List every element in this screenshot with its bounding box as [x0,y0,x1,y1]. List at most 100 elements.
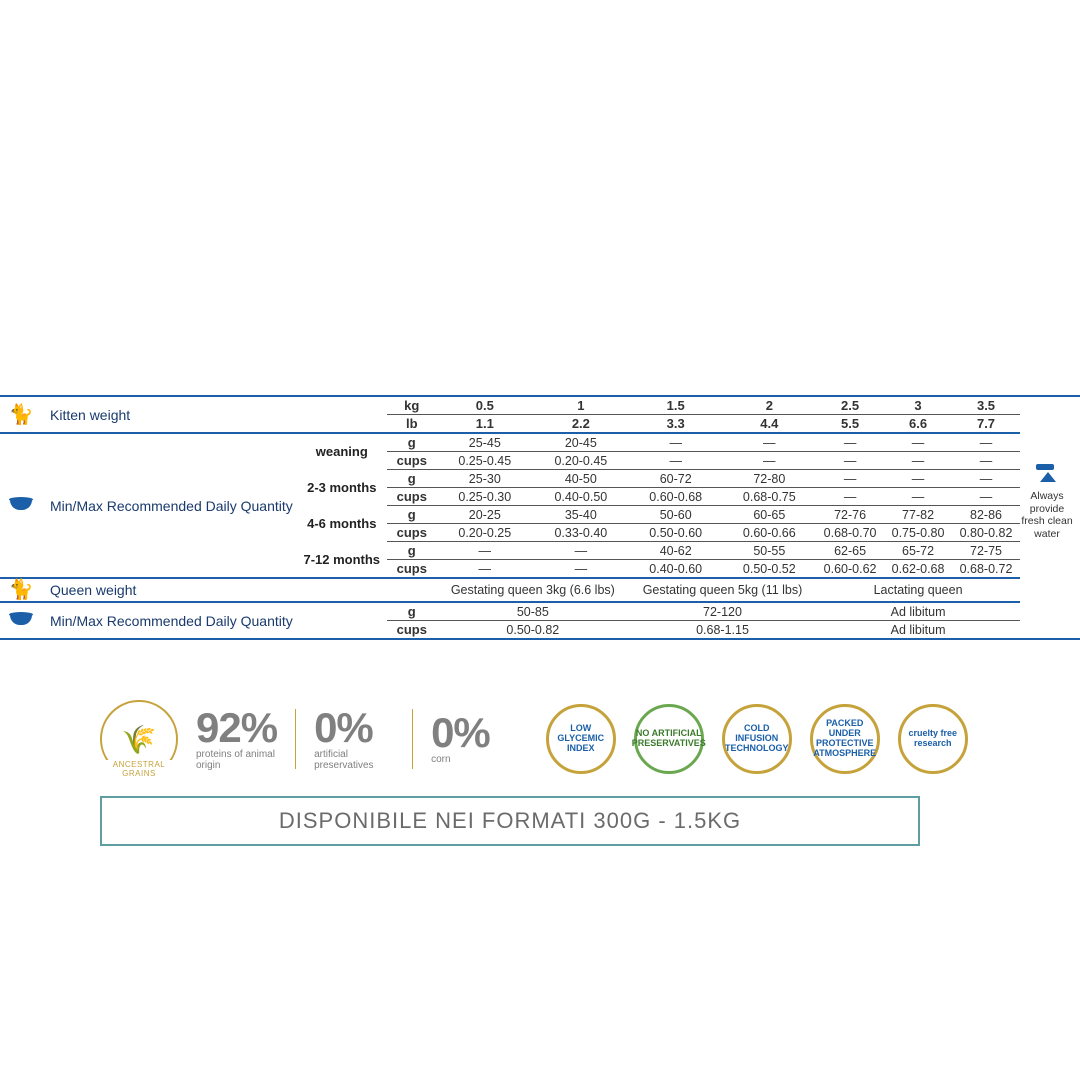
pct-sub: proteins of animal origin [196,749,276,772]
cell: 72-120 [629,602,816,621]
cell: 40-50 [533,470,629,488]
u-g: g [387,433,437,452]
unit-lb: lb [387,415,437,434]
kg-3: 2 [723,396,817,415]
lb-1: 2.2 [533,415,629,434]
cell: 0.33-0.40 [533,524,629,542]
badge-text: COLD INFUSION TECHNOLOGY [721,720,793,758]
ancestral-grains-badge: 🌾 ANCESTRAL GRAINS [100,700,178,778]
kg-1: 1 [533,396,629,415]
badge-text: NO ARTIFICIAL PRESERVATIVES [628,725,710,753]
queen-col2: Gestating queen 5kg (11 lbs) [629,578,816,602]
badge-text: PACKED UNDER PROTECTIVE ATMOSPHERE [809,715,880,763]
queen-qty-label: Min/Max Recommended Daily Quantity [42,602,297,639]
kg-2: 1.5 [629,396,723,415]
badge-cold-infusion: COLD INFUSION TECHNOLOGY [722,704,792,774]
cell: 0.62-0.68 [884,560,952,579]
cell: — [952,452,1020,470]
cell: 0.20-0.25 [437,524,533,542]
badge-no-preserv: NO ARTIFICIAL PRESERVATIVES [634,704,704,774]
u-g: g [387,542,437,560]
queen-col1: Gestating queen 3kg (6.6 lbs) [437,578,629,602]
u-cups: cups [387,452,437,470]
lb-0: 1.1 [437,415,533,434]
bowl-icon [0,602,42,639]
cell: — [816,452,884,470]
cell: 50-85 [437,602,629,621]
water-note: Always provide fresh clean water [1020,460,1074,540]
pct-sub: corn [431,754,450,766]
cell: Ad libitum [816,602,1020,621]
cell: 0.60-0.66 [723,524,817,542]
cell: — [533,542,629,560]
pct-val: 92% [196,707,277,749]
kitten-weight-label: Kitten weight [42,396,297,433]
u-cups: cups [387,524,437,542]
wheat-icon: 🌾 [122,723,157,756]
cell: — [952,470,1020,488]
u-cups: cups [387,560,437,579]
cell: 0.25-0.30 [437,488,533,506]
cell: 0.50-0.52 [723,560,817,579]
queen-col3: Lactating queen [816,578,1020,602]
cell: — [816,470,884,488]
cell: — [629,433,723,452]
cell: 0.50-0.82 [437,621,629,640]
cell: 50-55 [723,542,817,560]
age-2-3: 2-3 months [297,470,387,506]
cell: 72-76 [816,506,884,524]
pct-sub: artificial preservatives [314,749,394,772]
u-g: g [387,506,437,524]
pct-0-preserv: 0% artificial preservatives [314,707,394,772]
cell: 0.80-0.82 [952,524,1020,542]
age-7-12: 7-12 months [297,542,387,579]
cell: 60-72 [629,470,723,488]
divider [295,709,296,769]
pct-0-corn: 0% corn [431,712,490,766]
cell: 0.68-0.75 [723,488,817,506]
cell: — [884,433,952,452]
unit-kg: kg [387,396,437,415]
kg-0: 0.5 [437,396,533,415]
badge-glycemic: LOW GLYCEMIC INDEX [546,704,616,774]
cell: 0.25-0.45 [437,452,533,470]
cell: 20-25 [437,506,533,524]
cell: — [952,488,1020,506]
age-4-6: 4-6 months [297,506,387,542]
cell: 25-30 [437,470,533,488]
cell: 35-40 [533,506,629,524]
u-cups: cups [387,488,437,506]
cell: 0.68-1.15 [629,621,816,640]
cat-icon: 🐈 [0,396,42,433]
u-cups: cups [387,621,437,640]
cell: — [437,560,533,579]
cell: — [816,488,884,506]
cell: 0.20-0.45 [533,452,629,470]
u-g: g [387,602,437,621]
cell: Ad libitum [816,621,1020,640]
pct-val: 0% [431,712,490,754]
pct-val: 0% [314,707,373,749]
badge-cruelty-free: cruelty free research [898,704,968,774]
u-g: g [387,470,437,488]
cat-icon: 🐈 [0,578,42,602]
cell: — [884,488,952,506]
cell: 72-80 [723,470,817,488]
badge-atmosphere: PACKED UNDER PROTECTIVE ATMOSPHERE [810,704,880,774]
age-weaning: weaning [297,433,387,470]
cell: — [723,452,817,470]
cell: 0.60-0.62 [816,560,884,579]
queen-weight-label: Queen weight [42,578,297,602]
cell: 25-45 [437,433,533,452]
badge-text: LOW GLYCEMIC INDEX [549,720,613,758]
cell: 82-86 [952,506,1020,524]
kg-4: 2.5 [816,396,884,415]
lb-3: 4.4 [723,415,817,434]
cell: — [884,470,952,488]
cell: — [437,542,533,560]
grain-label: ANCESTRAL GRAINS [102,760,176,778]
cell: 20-45 [533,433,629,452]
tap-icon [1034,460,1060,486]
cell: 0.60-0.68 [629,488,723,506]
bowl-icon [0,433,42,578]
